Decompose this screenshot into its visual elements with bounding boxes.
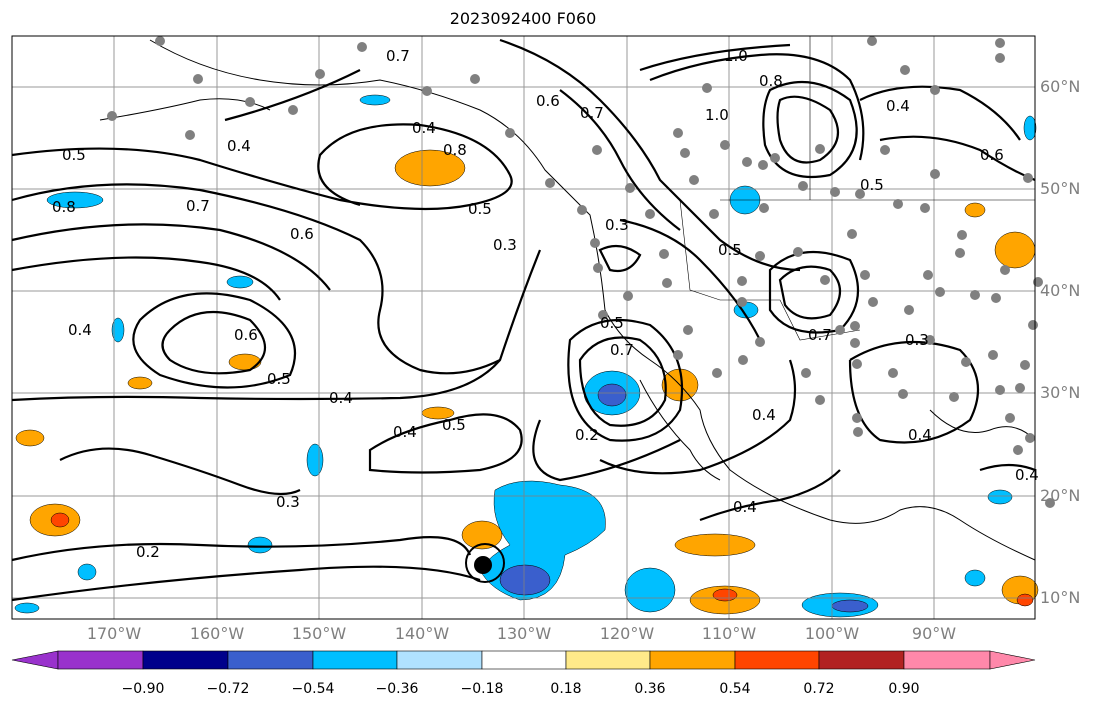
contour-label: 0.3 bbox=[605, 216, 629, 234]
latitude-label: 10°N bbox=[1040, 588, 1081, 607]
colorbar-tick-label: 0.90 bbox=[888, 681, 920, 697]
colorbar-tick-label: −0.90 bbox=[121, 681, 165, 697]
contour-label: 0.4 bbox=[1015, 466, 1039, 484]
contour-label: 0.4 bbox=[886, 97, 910, 115]
contour-label: 0.4 bbox=[412, 119, 436, 137]
contour-label: 0.8 bbox=[52, 198, 76, 216]
contour-label: 0.8 bbox=[443, 141, 467, 159]
longitude-label: 90°W bbox=[911, 624, 957, 643]
contour-label: 0.6 bbox=[980, 146, 1004, 164]
contour-label: 0.5 bbox=[442, 416, 466, 434]
contour-label: 0.5 bbox=[600, 314, 624, 332]
contour-label: 0.7 bbox=[186, 197, 210, 215]
colorbar-tick-label: −0.36 bbox=[375, 681, 419, 697]
contour-label: 0.4 bbox=[908, 426, 932, 444]
longitude-label: 130°W bbox=[496, 624, 552, 643]
contour-label: 0.7 bbox=[610, 341, 634, 359]
contour-label: 0.3 bbox=[493, 236, 517, 254]
contour-label: 0.7 bbox=[386, 47, 410, 65]
latitude-label: 20°N bbox=[1040, 486, 1081, 505]
longitude-label: 160°W bbox=[189, 624, 245, 643]
contour-label: 0.4 bbox=[752, 406, 776, 424]
contour-label: 0.2 bbox=[575, 426, 599, 444]
longitude-label: 110°W bbox=[701, 624, 757, 643]
contour-label: 0.4 bbox=[393, 423, 417, 441]
colorbar-tick-label: −0.72 bbox=[206, 681, 250, 697]
contour-label: 0.4 bbox=[733, 498, 757, 516]
contour-label: 0.8 bbox=[759, 72, 783, 90]
colorbar-tick-label: −0.18 bbox=[460, 681, 504, 697]
latitude-label: 40°N bbox=[1040, 281, 1081, 300]
contour-label: 0.3 bbox=[905, 331, 929, 349]
contour-label: 0.5 bbox=[62, 146, 86, 164]
longitude-label: 170°W bbox=[86, 624, 142, 643]
contour-label: 0.5 bbox=[718, 241, 742, 259]
latitude-label: 30°N bbox=[1040, 383, 1081, 402]
contour-label: 0.7 bbox=[580, 104, 604, 122]
coastlines bbox=[99, 36, 1036, 561]
map-frame bbox=[11, 35, 1036, 620]
contour-label: 0.3 bbox=[276, 493, 300, 511]
contour-label: 0.7 bbox=[808, 326, 832, 344]
latitude-label: 60°N bbox=[1040, 77, 1081, 96]
contour-label: 1.0 bbox=[724, 47, 748, 65]
longitude-label: 140°W bbox=[394, 624, 450, 643]
longitude-label: 100°W bbox=[804, 624, 860, 643]
contour-label: 0.2 bbox=[136, 543, 160, 561]
colorbar-tick-label: 0.36 bbox=[634, 681, 666, 697]
contour-label: 0.4 bbox=[329, 389, 353, 407]
station-markers bbox=[107, 36, 1055, 508]
longitude-label: 150°W bbox=[291, 624, 347, 643]
contour-label: 0.4 bbox=[68, 321, 92, 339]
storm-marker bbox=[465, 543, 505, 583]
contour-label: 0.6 bbox=[290, 225, 314, 243]
colorbar-tick-label: 0.72 bbox=[803, 681, 835, 697]
colorbar-tick-label: 0.18 bbox=[550, 681, 582, 697]
contour-label: 1.0 bbox=[705, 106, 729, 124]
contour-label: 0.6 bbox=[536, 92, 560, 110]
colorbar bbox=[11, 650, 1036, 670]
contour-label: 0.6 bbox=[234, 326, 258, 344]
latitude-label: 50°N bbox=[1040, 179, 1081, 198]
contour-label: 0.4 bbox=[227, 137, 251, 155]
contour-label: 0.5 bbox=[860, 176, 884, 194]
colorbar-tick-label: 0.54 bbox=[719, 681, 751, 697]
contour-label: 0.5 bbox=[267, 370, 291, 388]
contour-lines bbox=[11, 38, 1036, 602]
longitude-label: 120°W bbox=[599, 624, 655, 643]
map-title: 2023092400 F060 bbox=[449, 9, 597, 28]
contour-label-group: 0.7 1.0 0.8 0.4 0.5 0.4 0.8 0.6 0.7 1.0 … bbox=[52, 47, 1039, 561]
contour-label: 0.5 bbox=[468, 200, 492, 218]
colorbar-tick-label: −0.54 bbox=[291, 681, 335, 697]
